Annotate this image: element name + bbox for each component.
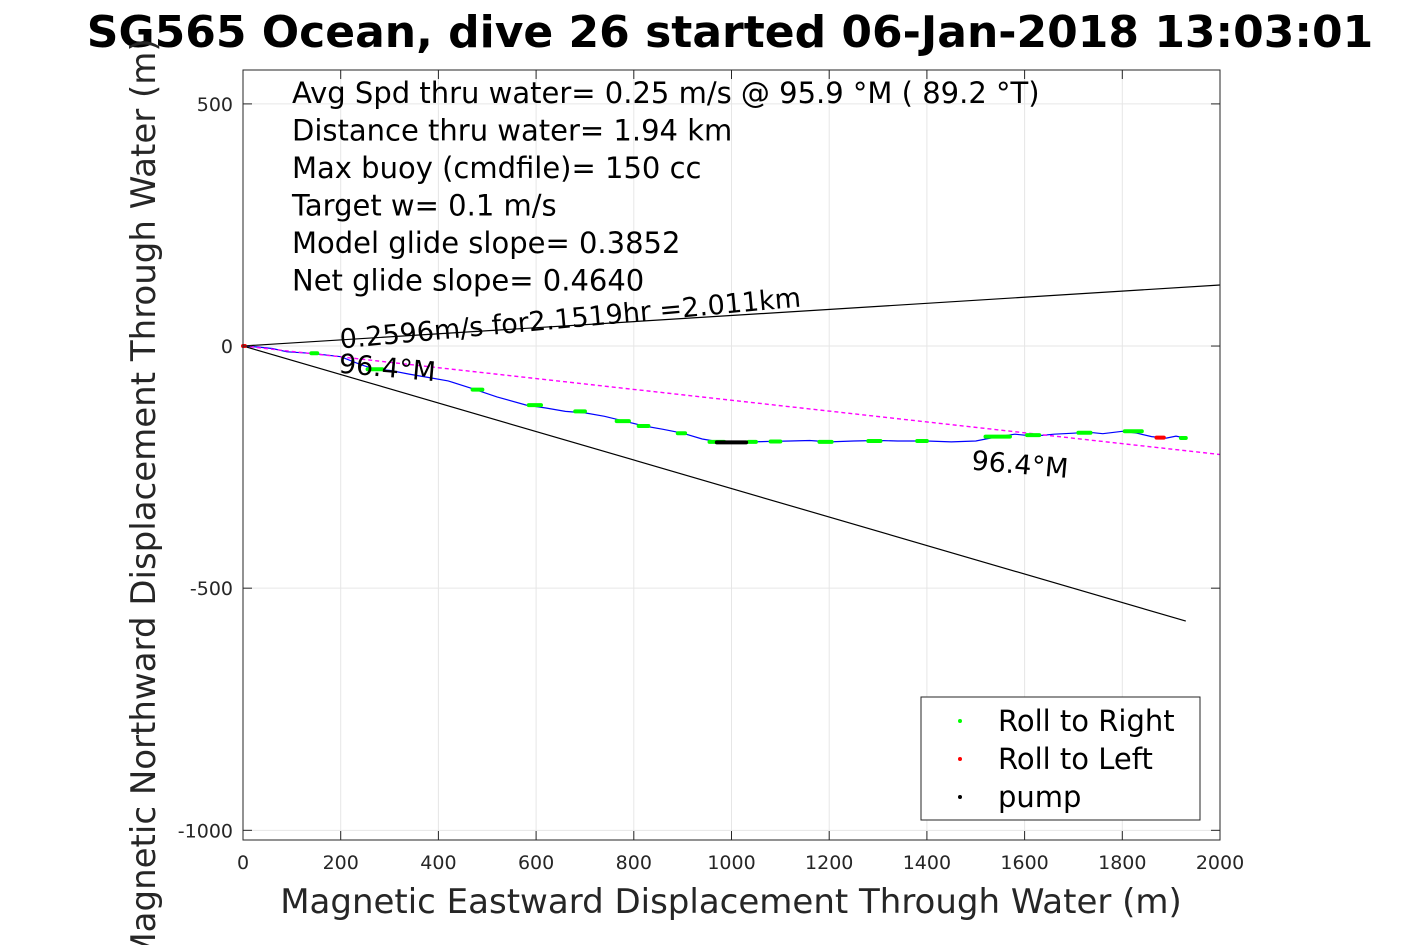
y-tick-label: 500 xyxy=(197,94,233,116)
x-tick-label: 1200 xyxy=(805,852,853,874)
x-tick-label: 2000 xyxy=(1196,852,1244,874)
bound-line-upper xyxy=(242,284,1221,347)
legend-marker xyxy=(958,757,962,761)
info-line: Net glide slope= 0.4640 xyxy=(292,264,644,298)
legend-box xyxy=(920,696,1201,821)
x-tick-label: 200 xyxy=(323,852,359,874)
x-axis-ticks: 0 200 400 600 800 1000 1200 1400 1600 1800 2000 xyxy=(237,70,1244,874)
info-line: Target w= 0.1 m/s xyxy=(291,189,557,223)
legend-marker xyxy=(958,795,962,799)
legend-label: pump xyxy=(998,780,1081,814)
legend-label: Roll to Right xyxy=(998,704,1175,738)
y-tick-label: 0 xyxy=(221,336,233,358)
y-axis-ticks: 500 0 -500 -1000 xyxy=(178,94,1220,842)
chart-title: SG565 Ocean, dive 26 started 06-Jan-2018… xyxy=(87,7,1373,58)
x-tick-label: 1400 xyxy=(903,852,951,874)
info-line: Distance thru water= 1.94 km xyxy=(292,114,732,148)
x-tick-label: 0 xyxy=(237,852,249,874)
y-axis-label: Magnetic Northward Displacement Through … xyxy=(124,38,164,945)
y-tick-label: -1000 xyxy=(178,820,233,842)
x-tick-label: 1800 xyxy=(1098,852,1146,874)
x-tick-label: 1000 xyxy=(707,852,755,874)
info-line: Max buoy (cmdfile)= 150 cc xyxy=(292,151,701,185)
net-displacement-line xyxy=(242,345,1221,456)
info-text-block: Avg Spd thru water= 0.25 m/s @ 95.9 °M (… xyxy=(291,76,1040,298)
x-tick-label: 800 xyxy=(616,852,652,874)
x-tick-label: 1600 xyxy=(1000,852,1048,874)
legend: Roll to Right Roll to Left pump xyxy=(920,696,1201,821)
info-line: Model glide slope= 0.3852 xyxy=(292,226,680,260)
x-axis-label: Magnetic Eastward Displacement Through W… xyxy=(280,882,1182,922)
legend-marker xyxy=(958,719,962,723)
x-tick-label: 400 xyxy=(420,852,456,874)
bound-line-lower xyxy=(242,345,1186,622)
y-tick-label: -500 xyxy=(190,578,233,600)
x-tick-label: 600 xyxy=(518,852,554,874)
info-line: Avg Spd thru water= 0.25 m/s @ 95.9 °M (… xyxy=(292,76,1040,110)
legend-label: Roll to Left xyxy=(998,742,1153,776)
